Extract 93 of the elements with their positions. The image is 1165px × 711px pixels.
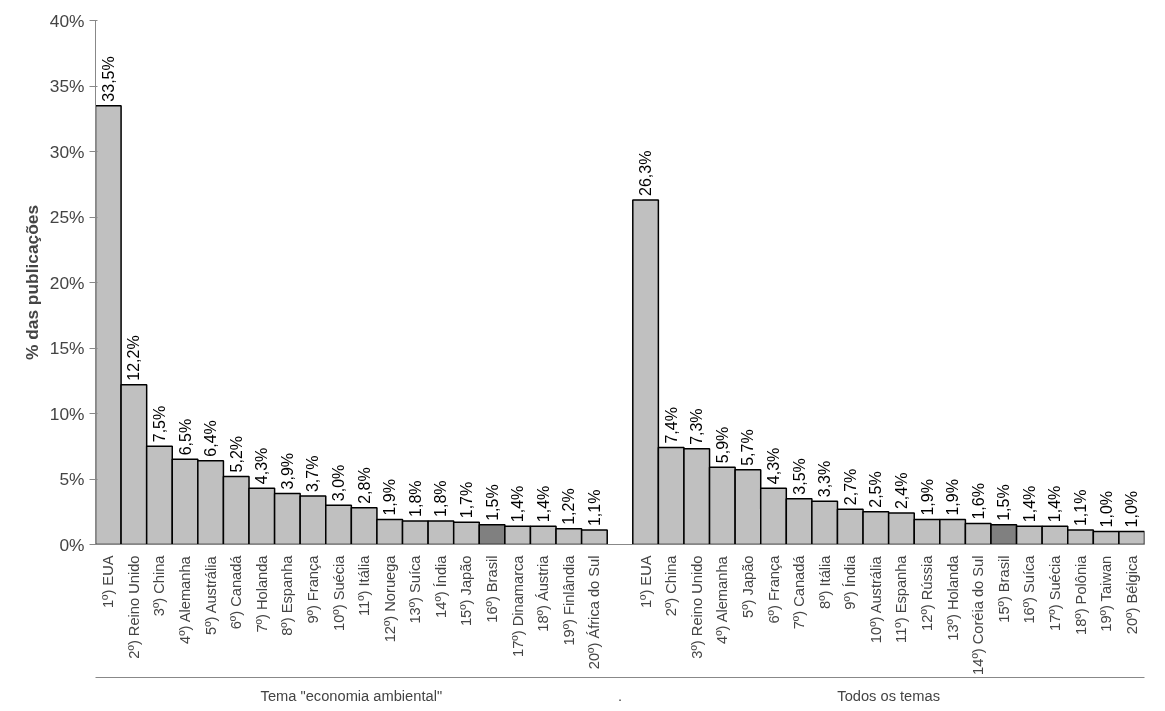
x-tick-label: 10º) Suécia (330, 554, 347, 631)
data-label: 1,9% (918, 479, 936, 516)
data-label: 1,4% (1046, 485, 1064, 523)
x-tick-label: 4º) Alemanha (714, 555, 731, 644)
data-label: 1,4% (1020, 485, 1038, 523)
data-label: 3,3% (816, 460, 834, 498)
x-tick-label: 15º) Japão (458, 555, 475, 627)
x-tick-label: 1º) EUA (100, 555, 117, 609)
x-tick-label: 1º) EUA (637, 555, 654, 609)
x-tick-label: 3º) Reino Unido (688, 555, 705, 659)
x-tick-label: 5º) Austrália (202, 555, 219, 635)
y-tick-label: 30% (49, 141, 85, 162)
y-tick-label: 25% (49, 207, 85, 227)
x-tick-label: 8º) Itália (816, 554, 833, 609)
data-label: 6,4% (202, 420, 220, 457)
data-label: 2,4% (892, 472, 910, 510)
x-tick-label: 16º) Suíca (1021, 554, 1038, 624)
x-tick-label: 12º) Noruega (381, 554, 398, 643)
x-tick-label: 9º) França (304, 554, 321, 624)
data-label: 1,6% (969, 483, 987, 520)
data-label: 1,0% (1097, 490, 1115, 528)
x-tick-label: 15º) Brasil (995, 555, 1012, 623)
data-label: 3,0% (330, 464, 348, 502)
data-label: 1,4% (534, 485, 552, 523)
x-tick-label: 18º) Polônia (1072, 554, 1089, 635)
y-tick-label: 20% (49, 272, 85, 293)
x-tick-label: 16º) Brasil (484, 555, 501, 623)
x-tick-label: 12º) Rússia (919, 554, 936, 631)
x-tick-label: 3º) China (151, 554, 168, 617)
data-label: 2,7% (841, 468, 859, 506)
data-label: 5,2% (227, 435, 245, 473)
data-label: 1,0% (1123, 490, 1141, 528)
x-tick-label: 8º) Espanha (279, 554, 296, 636)
x-tick-label: 7º) Holanda (253, 554, 270, 633)
data-label: 7,3% (688, 408, 706, 445)
y-tick-label: 35% (49, 76, 85, 96)
x-tick-label: 20º) África do Sul (586, 555, 603, 670)
data-label: 1,9% (944, 479, 962, 516)
x-tick-label: 13º) Holanda (944, 554, 961, 641)
x-tick-label: 19º) Finlândia (560, 554, 577, 646)
x-tick-label: 17º) Suécia (1046, 554, 1063, 631)
data-label: 1,8% (406, 480, 424, 517)
data-label: 2,8% (355, 467, 373, 504)
data-label: 4,3% (765, 447, 783, 485)
x-tick-label: 5º) Japão (739, 555, 756, 618)
x-tick-label: 9º) Índia (842, 554, 859, 610)
x-tick-label: 17º) Dinamarca (509, 554, 526, 657)
data-label: 1,1% (585, 489, 603, 527)
x-tick-label: 7º) Canadá (791, 554, 808, 630)
text: Tema "economia ambiental" (260, 687, 443, 704)
data-label: 7,4% (662, 407, 680, 444)
data-label: 2,5% (867, 471, 885, 508)
y-tick-label: 5% (59, 469, 85, 489)
x-tick-label: 10º) Austrália (867, 555, 884, 644)
data-label: 3,7% (304, 455, 322, 493)
x-tick-label: 14º) Índia (432, 554, 449, 618)
data-label: 1,9% (381, 479, 399, 516)
y-axis-title: % das publicações (21, 204, 42, 361)
x-tick-label: 11º) Itália (356, 554, 373, 616)
x-tick-label: 2º) Reino Unido (125, 555, 142, 659)
x-tick-label: 14º) Coréia do Sul (970, 555, 987, 675)
data-label: 6,5% (176, 418, 194, 456)
x-tick-label: 6º) Canadá (228, 554, 245, 630)
x-tick-label: 19º) Taiwan (1098, 555, 1115, 632)
data-label: 3,5% (790, 458, 808, 495)
data-label: 26,3% (637, 150, 655, 196)
data-label: 1,4% (509, 485, 527, 523)
data-label: 1,5% (995, 484, 1013, 521)
x-tick-label: 4º) Alemanha (177, 555, 194, 644)
x-tick-label: 11º) Espanha (893, 554, 910, 643)
data-label: 1,1% (1072, 489, 1090, 527)
data-label: 33,5% (99, 56, 117, 102)
data-label: 1,8% (432, 480, 450, 517)
data-label: 3,9% (278, 452, 296, 490)
x-tick-label: 18º) Áustria (535, 554, 552, 632)
text: Todos os temas (837, 687, 940, 704)
x-tick-label: 13º) Suíca (407, 554, 424, 624)
y-tick-label: 15% (49, 338, 85, 358)
data-label: 4,3% (253, 447, 271, 485)
data-label: 5,9% (713, 426, 731, 464)
y-tick-label: 10% (49, 403, 85, 424)
data-label: 7,5% (150, 405, 168, 443)
x-tick-label: 2º) China (663, 554, 680, 617)
x-tick-label: 6º) França (765, 554, 782, 624)
data-label: 1,5% (483, 484, 501, 521)
data-label: 1,7% (457, 481, 475, 519)
data-label: 1,2% (560, 488, 578, 525)
y-tick-label: 40% (49, 10, 85, 31)
x-tick-label: 20º) Bélgica (1123, 554, 1140, 635)
data-label: 5,7% (739, 429, 757, 466)
data-label: 12,2% (125, 335, 143, 381)
y-tick-label: 0% (59, 534, 85, 555)
text: . (617, 687, 623, 704)
